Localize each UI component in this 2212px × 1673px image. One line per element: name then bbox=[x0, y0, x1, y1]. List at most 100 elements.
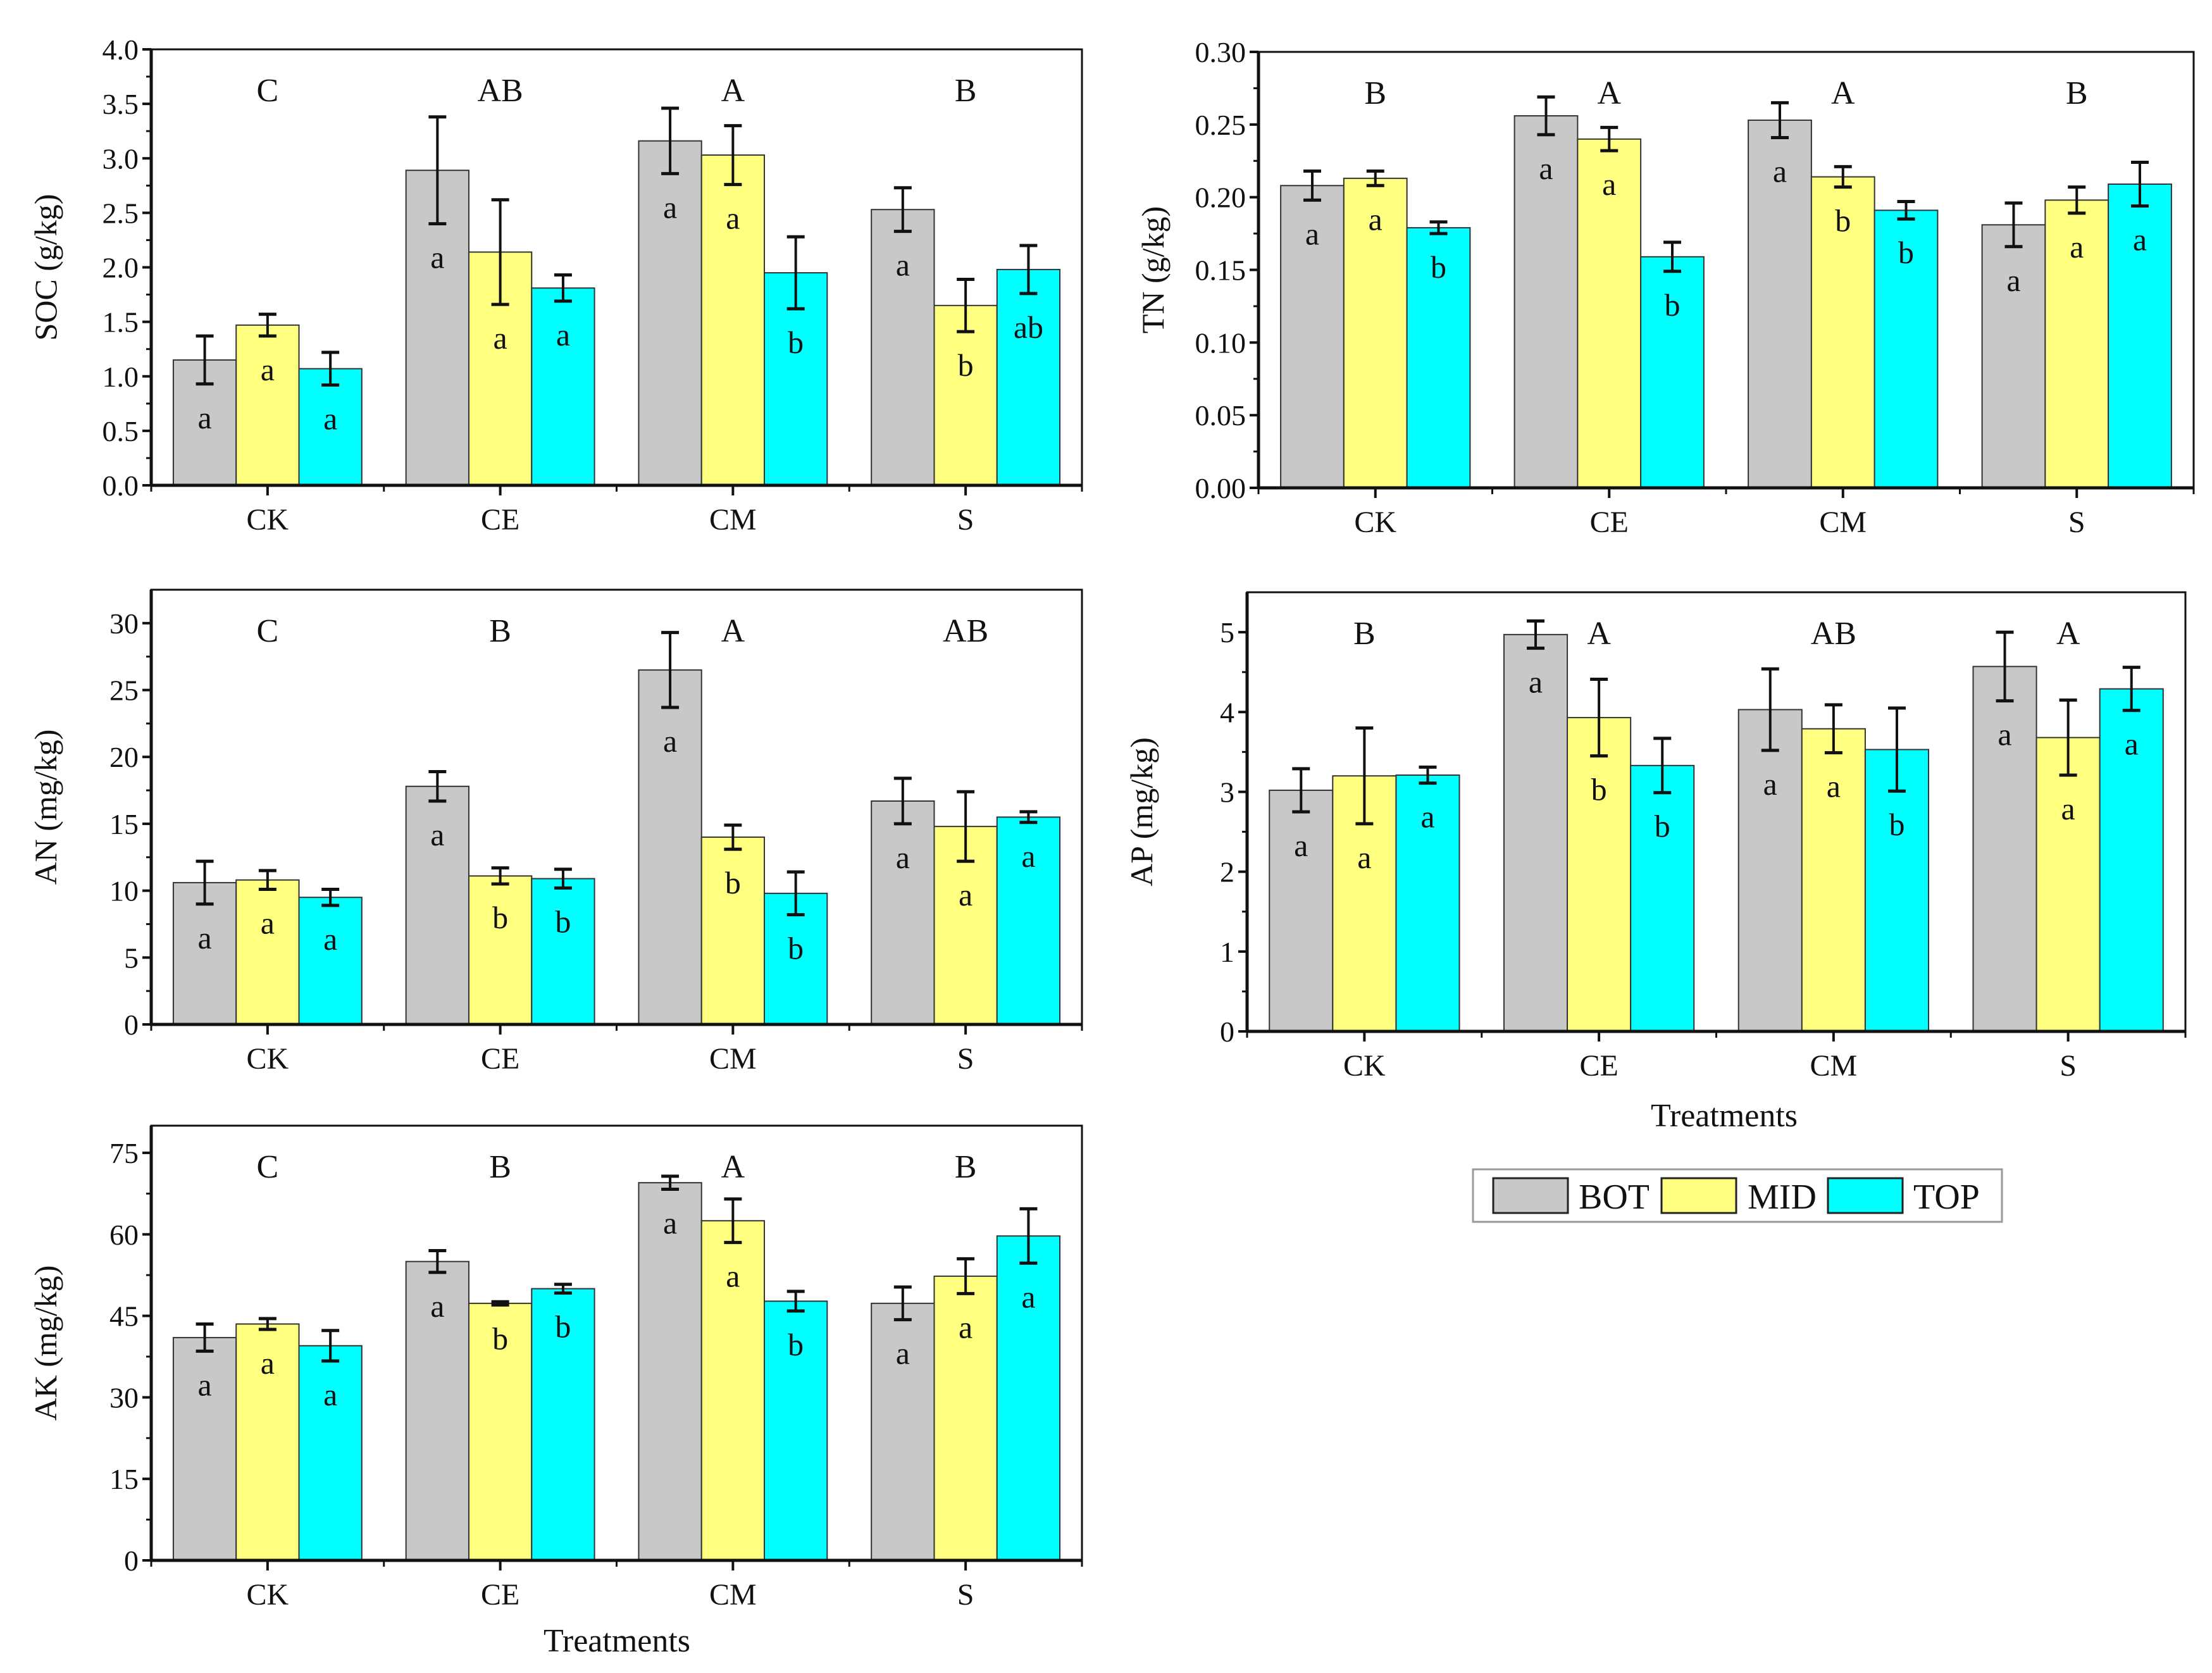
group-letter: B bbox=[955, 73, 977, 109]
significance-letter: b bbox=[492, 1321, 508, 1356]
x-tick-label: S bbox=[957, 1042, 974, 1076]
group-letter: C bbox=[257, 73, 279, 109]
bar-top-s bbox=[2108, 183, 2172, 488]
bar-bot-s bbox=[1981, 224, 2046, 488]
significance-letter: a bbox=[556, 317, 570, 352]
bar-bot-ce bbox=[405, 785, 469, 1025]
bar-mid-ce bbox=[1567, 717, 1632, 1032]
y-tick-label: 0.05 bbox=[1195, 399, 1246, 432]
significance-letter: a bbox=[494, 320, 507, 356]
group-letter: B bbox=[489, 613, 511, 649]
y-tick-label: 0.5 bbox=[103, 415, 139, 447]
significance-letter: a bbox=[2061, 791, 2075, 826]
significance-letter: b bbox=[555, 1309, 571, 1344]
significance-letter: a bbox=[261, 1345, 275, 1381]
legend-swatch-bot bbox=[1492, 1177, 1569, 1214]
group-letter: B bbox=[489, 1149, 511, 1185]
x-tick-label: CK bbox=[247, 1578, 289, 1612]
y-tick-label: 0 bbox=[124, 1545, 139, 1577]
significance-letter: a bbox=[1763, 766, 1777, 802]
bar-top-ck bbox=[1406, 227, 1471, 488]
group-letter: A bbox=[1597, 75, 1621, 111]
y-tick-label: 3 bbox=[1220, 776, 1234, 808]
x-tick-label: CM bbox=[709, 1042, 757, 1076]
bar-bot-ck bbox=[1269, 789, 1334, 1032]
significance-letter: a bbox=[726, 1259, 740, 1294]
significance-letter: a bbox=[1998, 717, 2011, 752]
y-tick-label: 3.0 bbox=[103, 142, 139, 175]
y-tick-label: 15 bbox=[109, 808, 139, 840]
y-tick-label: 5 bbox=[124, 942, 139, 974]
significance-letter: ab bbox=[1014, 309, 1043, 345]
group-letter: A bbox=[1831, 75, 1855, 111]
y-axis-label: TN (g/kg) bbox=[1135, 206, 1171, 333]
bar-top-ce bbox=[1630, 764, 1695, 1033]
significance-letter: a bbox=[663, 1205, 677, 1240]
legend-label-top: TOP bbox=[1913, 1178, 1980, 1217]
y-tick-label: 1 bbox=[1220, 936, 1234, 968]
y-tick-label: 20 bbox=[109, 741, 139, 773]
y-tick-label: 30 bbox=[109, 1381, 139, 1414]
bar-top-s bbox=[2099, 688, 2164, 1033]
bar-top-s bbox=[996, 816, 1061, 1026]
y-tick-label: 0.0 bbox=[103, 470, 139, 502]
y-tick-label: 0.20 bbox=[1195, 182, 1246, 214]
group-letter: A bbox=[721, 613, 745, 649]
y-tick-label: 10 bbox=[109, 875, 139, 907]
y-tick-label: 0.10 bbox=[1195, 327, 1246, 359]
bar-top-ck bbox=[298, 368, 363, 486]
significance-letter: a bbox=[896, 1336, 910, 1371]
significance-letter: a bbox=[663, 189, 677, 225]
group-letter: B bbox=[955, 1149, 977, 1185]
significance-letter: a bbox=[1357, 840, 1371, 875]
y-tick-label: 0 bbox=[1220, 1016, 1234, 1048]
bar-mid-ck bbox=[235, 879, 300, 1025]
legend-label-mid: MID bbox=[1748, 1178, 1817, 1217]
significance-letter: a bbox=[197, 400, 211, 435]
y-tick-label: 60 bbox=[109, 1219, 139, 1251]
y-tick-label: 0.30 bbox=[1195, 36, 1246, 68]
significance-letter: a bbox=[2006, 263, 2020, 298]
significance-letter: a bbox=[261, 352, 275, 387]
bar-bot-s bbox=[871, 800, 935, 1025]
y-tick-label: 4.0 bbox=[103, 34, 139, 66]
significance-letter: b bbox=[788, 1327, 804, 1362]
y-tick-label: 1.0 bbox=[103, 361, 139, 393]
y-tick-label: 75 bbox=[109, 1137, 139, 1169]
significance-letter: b bbox=[1889, 807, 1904, 842]
y-tick-label: 1.5 bbox=[103, 306, 139, 339]
y-axis-label: AP (mg/kg) bbox=[1124, 737, 1159, 886]
y-axis-label: AK (mg/kg) bbox=[28, 1266, 63, 1421]
x-tick-label: CM bbox=[1810, 1049, 1858, 1083]
significance-letter: a bbox=[1773, 154, 1787, 189]
x-tick-label: CE bbox=[1590, 506, 1629, 539]
significance-letter: b bbox=[1591, 772, 1607, 807]
bar-top-s bbox=[996, 268, 1061, 486]
significance-letter: b bbox=[725, 865, 741, 900]
significance-letter: b bbox=[958, 347, 974, 383]
x-tick-label: CK bbox=[247, 1042, 289, 1076]
legend-swatch-top bbox=[1827, 1177, 1904, 1214]
x-tick-label: CM bbox=[709, 1578, 757, 1612]
group-letter: B bbox=[2066, 75, 2088, 111]
significance-letter: b bbox=[1835, 203, 1851, 239]
significance-letter: a bbox=[959, 1309, 972, 1345]
legend-label-bot: BOT bbox=[1579, 1178, 1650, 1217]
y-tick-label: 0 bbox=[124, 1009, 139, 1041]
significance-letter: a bbox=[663, 723, 677, 759]
y-tick-label: 5 bbox=[1220, 616, 1234, 649]
x-tick-label: S bbox=[957, 1578, 974, 1612]
significance-letter: b bbox=[492, 900, 508, 935]
y-tick-label: 2.5 bbox=[103, 197, 139, 229]
significance-letter: a bbox=[959, 877, 972, 912]
bar-bot-s bbox=[871, 1302, 935, 1562]
significance-letter: a bbox=[1529, 664, 1543, 699]
significance-letter: a bbox=[1294, 828, 1308, 863]
significance-letter: a bbox=[896, 247, 910, 283]
y-tick-label: 4 bbox=[1220, 696, 1234, 728]
significance-letter: b bbox=[555, 904, 571, 939]
significance-letter: a bbox=[896, 840, 910, 875]
bar-top-s bbox=[996, 1235, 1061, 1562]
bar-mid-cm bbox=[1801, 728, 1866, 1032]
chart-panel-tn: a a a a a a b a b b b a B A A B 0.00 0.05 0.10 0.15 0.20 0.25… bbox=[1135, 36, 2195, 539]
